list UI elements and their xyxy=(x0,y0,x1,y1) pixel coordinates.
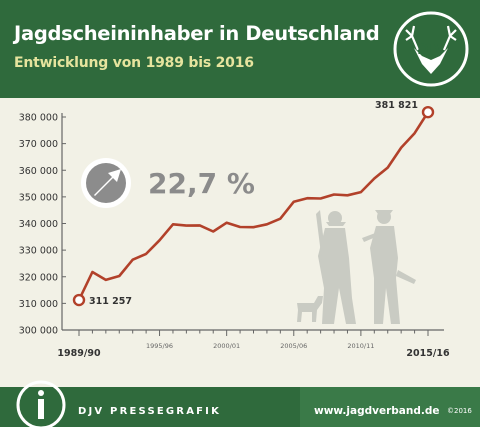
y-tick-label: 380 000 xyxy=(19,113,58,124)
info-icon xyxy=(16,380,66,427)
x-tick-label: 1995/96 xyxy=(146,342,173,350)
deer-head-icon xyxy=(414,48,448,74)
data-point xyxy=(72,293,86,307)
hunter-right-silhouette xyxy=(362,210,416,324)
axes: 300 000 310 000 320 000 330 000 340 000 350 0… xyxy=(19,113,450,360)
data-label: 311 257 xyxy=(89,296,132,307)
y-tick-label: 300 000 xyxy=(19,326,58,337)
footer-label: DJV PRESSEGRAFIK xyxy=(78,406,222,417)
growth-badge: 22,7 % xyxy=(81,158,255,208)
logo-text: DJV xyxy=(417,42,445,58)
data-point xyxy=(421,105,435,119)
y-tick-label: 350 000 xyxy=(19,192,58,203)
djv-logo: DJV xyxy=(393,11,469,87)
silhouettes xyxy=(297,210,416,324)
y-tick-label: 310 000 xyxy=(19,299,58,310)
chart-title: Jagdscheininhaber in Deutschland xyxy=(14,22,380,45)
dog-silhouette xyxy=(297,296,323,322)
growth-value: 22,7 % xyxy=(148,167,255,200)
footer-bar-right xyxy=(300,387,480,427)
header-band: Jagdscheininhaber in Deutschland Entwick… xyxy=(0,0,480,98)
x-tick-label: 1989/90 xyxy=(57,348,101,359)
website-link[interactable]: www.jagdverband.de xyxy=(314,405,440,417)
x-tick-label: 2010/11 xyxy=(347,342,374,350)
x-tick-label: 2000/01 xyxy=(213,342,240,350)
chart-subtitle: Entwicklung von 1989 bis 2016 xyxy=(14,55,254,71)
footer: DJV PRESSEGRAFIK www.jagdverband.de ©201… xyxy=(0,370,480,427)
line-chart: 300 000 310 000 320 000 330 000 340 000 350 0… xyxy=(19,100,450,360)
y-tick-label: 340 000 xyxy=(19,219,58,230)
x-tick-label: 2005/06 xyxy=(280,342,307,350)
y-tick-label: 370 000 xyxy=(19,139,58,150)
x-tick-label: 2015/16 xyxy=(406,348,450,359)
y-tick-label: 320 000 xyxy=(19,272,58,283)
hunter-left-silhouette xyxy=(316,210,356,324)
plot-area: 311 257 381 821 xyxy=(72,100,435,307)
data-label: 381 821 xyxy=(375,100,418,111)
y-tick-label: 360 000 xyxy=(19,166,58,177)
y-tick-label: 330 000 xyxy=(19,246,58,257)
copyright: ©2016 xyxy=(447,407,472,415)
